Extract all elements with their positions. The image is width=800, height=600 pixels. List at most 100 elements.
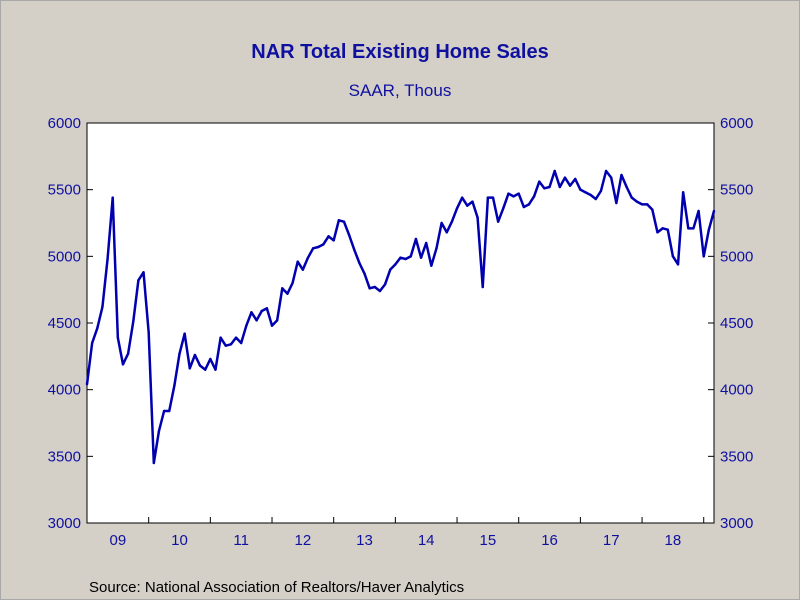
data-point (255, 319, 258, 322)
data-point (106, 257, 109, 261)
data-point (450, 220, 454, 223)
data-point (424, 241, 428, 245)
x-tick-label: 12 (295, 532, 312, 549)
data-point (353, 248, 356, 251)
data-point (661, 227, 664, 230)
data-point (558, 185, 562, 189)
line-chart: 3000 3500 4000 4500 5000 5500 6000 3000 3500 400… (48, 115, 754, 549)
data-point (296, 260, 299, 263)
y-tick-label-right: 3000 (720, 515, 753, 532)
data-point (620, 173, 623, 177)
y-tick-label-right: 6000 (720, 115, 753, 132)
data-point (563, 176, 567, 179)
data-point (311, 247, 315, 250)
data-point (399, 256, 402, 259)
y-axis-right: 3000 3500 4000 4500 5000 5500 6000 (708, 115, 753, 532)
data-point (260, 309, 263, 313)
data-point (301, 268, 305, 271)
data-point (584, 191, 587, 194)
data-point (116, 336, 120, 339)
data-point (507, 192, 510, 195)
data-point (712, 209, 716, 213)
data-point (209, 357, 212, 361)
data-point (183, 332, 186, 335)
data-point (435, 247, 438, 250)
data-point (707, 228, 711, 231)
y-tick-label-left: 3000 (48, 515, 81, 532)
data-point (414, 237, 418, 241)
data-point (471, 200, 474, 203)
data-point (481, 285, 484, 289)
y-tick-label-left: 5000 (48, 248, 81, 265)
y-tick-label-right: 5500 (720, 182, 753, 199)
data-point (548, 185, 551, 189)
data-point (332, 239, 335, 242)
data-point (640, 203, 644, 206)
data-point (687, 227, 690, 230)
data-point (126, 352, 130, 355)
data-point (466, 204, 469, 207)
data-point (383, 283, 387, 286)
data-point (579, 188, 582, 191)
data-point (476, 216, 479, 219)
data-point (522, 205, 526, 209)
data-point (90, 341, 94, 345)
x-tick-label: 13 (356, 532, 373, 549)
data-point (419, 256, 423, 259)
data-point (317, 245, 320, 249)
y-tick-label-left: 6000 (48, 115, 81, 132)
data-point (270, 324, 274, 327)
data-point (286, 292, 289, 295)
data-point (491, 196, 495, 199)
data-point (486, 196, 490, 199)
data-point (245, 324, 248, 327)
data-point (599, 189, 603, 193)
data-point (152, 461, 156, 465)
x-tick-label: 16 (541, 532, 558, 549)
data-point (496, 220, 500, 223)
data-point (645, 203, 649, 206)
data-point (132, 320, 135, 323)
x-tick-label: 09 (109, 532, 126, 549)
data-point (651, 208, 654, 211)
data-point (358, 261, 361, 265)
data-point (342, 220, 346, 223)
data-point (121, 363, 125, 366)
data-point (219, 336, 222, 339)
data-point (162, 409, 166, 413)
data-point (96, 327, 99, 330)
data-point (594, 197, 597, 201)
y-axis-left: 3000 3500 4000 4500 5000 5500 6000 (48, 115, 93, 532)
data-point (111, 196, 114, 199)
data-point (389, 268, 392, 271)
data-point (630, 196, 633, 199)
data-point (322, 243, 325, 246)
x-tick-label: 18 (665, 532, 682, 549)
data-point (517, 192, 520, 195)
data-point (615, 201, 618, 205)
data-point (281, 287, 284, 290)
data-point (512, 195, 515, 198)
data-point (101, 305, 104, 309)
chart-title: NAR Total Existing Home Sales (251, 41, 549, 63)
data-point (671, 255, 675, 258)
y-tick-label-left: 3500 (48, 448, 81, 465)
data-point (363, 272, 366, 275)
data-point (394, 263, 397, 266)
data-point (250, 311, 253, 314)
chart-subtitle: SAAR, Thous (348, 81, 452, 100)
x-tick-label: 11 (233, 532, 249, 549)
data-point (681, 191, 685, 194)
data-point (440, 221, 443, 225)
data-point (275, 319, 279, 322)
data-point (85, 383, 89, 386)
data-point (368, 287, 371, 290)
data-point (198, 364, 202, 367)
x-tick-label: 15 (480, 532, 497, 549)
data-point (589, 193, 592, 197)
data-point (229, 343, 233, 346)
data-point (327, 235, 330, 238)
data-point (142, 271, 145, 274)
data-point (692, 227, 695, 230)
